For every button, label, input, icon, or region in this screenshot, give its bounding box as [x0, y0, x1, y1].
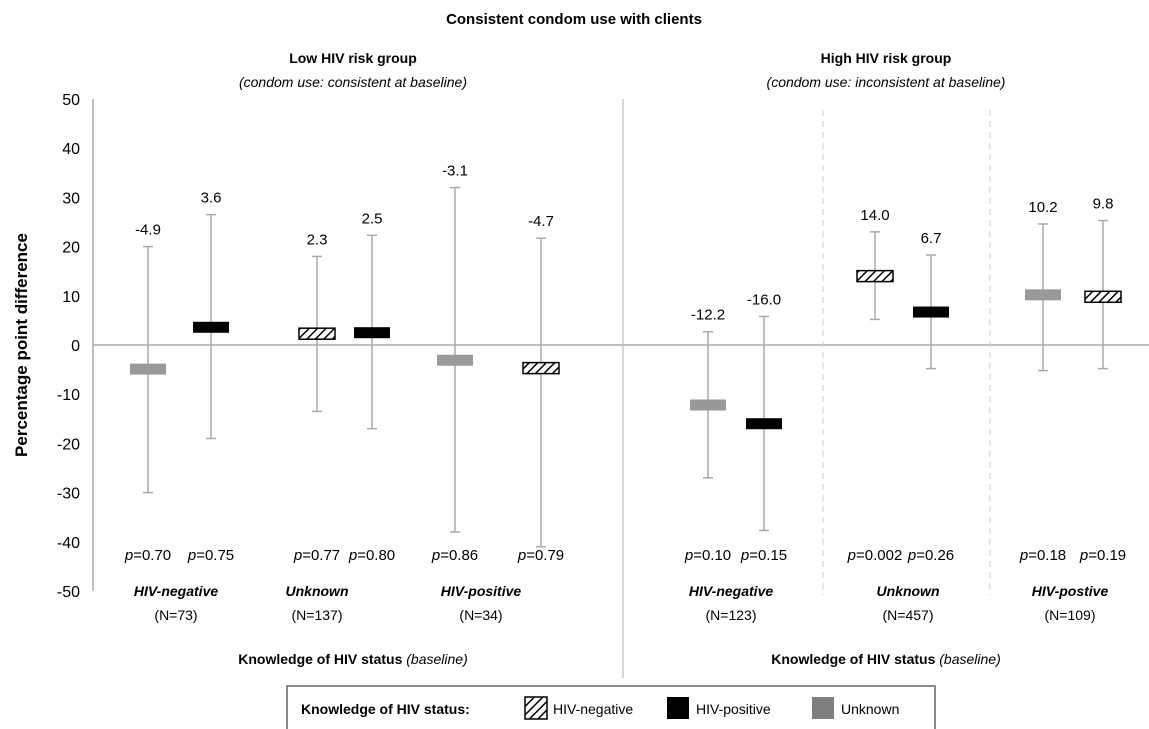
y-tick-label: -30	[57, 486, 80, 503]
category: HIV-postive (N=109) 10.2 p=0.18 9.8 p=0.19	[1019, 196, 1126, 623]
risk-group: Low HIV risk group (condom use: consisten…	[124, 50, 564, 667]
legend-label-hiv-negative: HIV-negative	[553, 701, 633, 717]
estimate-marker	[522, 361, 560, 375]
category-label: HIV-negative	[134, 583, 218, 599]
value-label: 10.2	[1028, 199, 1057, 216]
estimate-marker	[690, 399, 726, 411]
value-label: 2.3	[307, 231, 328, 248]
y-ticks: 50 40 30 20 10 0 -10 -20 -30 -40 -50	[57, 92, 80, 601]
y-tick-label: 30	[62, 190, 80, 207]
value-label: 3.6	[201, 190, 222, 207]
group-subtitle: (condom use: inconsistent at baseline)	[767, 74, 1006, 90]
category-label: HIV-postive	[1032, 583, 1109, 599]
p-value-label: p=0.15	[740, 547, 787, 564]
data-point: 3.6 p=0.75	[187, 190, 234, 564]
value-label: -4.7	[528, 213, 554, 230]
p-value-label: p=0.86	[431, 547, 478, 564]
p-value-label: p=0.80	[348, 547, 395, 564]
p-value-label: p=0.70	[124, 547, 171, 564]
value-label: -12.2	[691, 307, 725, 324]
risk-group: High HIV risk group (condom use: inconsis…	[684, 50, 1126, 667]
data-point: -4.7 p=0.79	[517, 213, 564, 564]
y-tick-label: -20	[57, 436, 80, 453]
legend-swatch-hiv-positive	[667, 697, 689, 719]
y-tick-label: -10	[57, 387, 80, 404]
data-point: 2.5 p=0.80	[348, 210, 395, 564]
data-point: -3.1 p=0.86	[431, 163, 478, 564]
category-label: Unknown	[877, 583, 940, 599]
category-n: (N=457)	[883, 607, 934, 623]
category: Unknown (N=457) 14.0 p=0.002 6.7 p=0.26	[847, 207, 954, 623]
p-value-label: p=0.79	[517, 547, 564, 564]
legend-swatch-hiv-negative	[524, 696, 548, 720]
legend-label-hiv-positive: HIV-positive	[696, 701, 771, 717]
y-tick-label: 0	[71, 338, 80, 355]
legend: Knowledge of HIV status: HIV-negative HI…	[286, 685, 936, 729]
chart-title: Consistent condom use with clients	[446, 11, 702, 28]
p-value-label: p=0.18	[1019, 547, 1066, 564]
y-axis-label: Percentage point difference	[12, 233, 31, 457]
estimate-marker	[913, 306, 949, 318]
estimate-marker	[1084, 290, 1122, 304]
data-point: 9.8 p=0.19	[1079, 196, 1126, 564]
y-tick-label: -50	[57, 584, 80, 601]
estimate-marker	[130, 363, 166, 375]
category-n: (N=73)	[154, 607, 197, 623]
category-n: (N=109)	[1045, 607, 1096, 623]
data-point: -4.9 p=0.70	[124, 222, 171, 564]
legend-label-unknown: Unknown	[841, 701, 899, 717]
legend-swatch-unknown	[812, 697, 834, 719]
value-label: 2.5	[362, 210, 383, 227]
category: Unknown (N=137) 2.3 p=0.77 2.5 p=0.80	[286, 210, 396, 623]
category-n: (N=34)	[459, 607, 502, 623]
category: HIV-negative (N=123) -12.2 p=0.10 -16.0 p=0.1…	[684, 291, 787, 623]
data-point: 2.3 p=0.77	[293, 231, 340, 564]
x-axis-label: Knowledge of HIV status (baseline)	[238, 651, 468, 667]
group-title: High HIV risk group	[821, 50, 952, 66]
estimate-marker	[437, 354, 473, 366]
axes	[92, 99, 1149, 678]
estimate-marker	[746, 418, 782, 430]
category-label: HIV-positive	[441, 583, 522, 599]
group-subtitle: (condom use: consistent at baseline)	[239, 74, 467, 90]
y-tick-label: 40	[62, 141, 80, 158]
category-n: (N=137)	[292, 607, 343, 623]
p-value-label: p=0.77	[293, 547, 340, 564]
p-value-label: p=0.10	[684, 547, 731, 564]
value-label: -16.0	[747, 291, 781, 308]
y-tick-label: 10	[62, 289, 80, 306]
data-point: 6.7 p=0.26	[907, 230, 954, 564]
y-tick-label: -40	[57, 535, 80, 552]
x-axis-label: Knowledge of HIV status (baseline)	[771, 651, 1001, 667]
p-value-label: p=0.19	[1079, 547, 1126, 564]
value-label: 6.7	[921, 230, 942, 247]
group-title: Low HIV risk group	[289, 50, 417, 66]
category-label: Unknown	[286, 583, 349, 599]
estimate-marker	[298, 327, 336, 340]
legend-title: Knowledge of HIV status:	[301, 701, 470, 717]
y-tick-label: 50	[62, 92, 80, 109]
estimate-marker	[354, 327, 390, 339]
p-value-label: p=0.75	[187, 547, 234, 564]
data-point: 10.2 p=0.18	[1019, 199, 1066, 564]
data-point: -12.2 p=0.10	[684, 307, 731, 564]
groups: Low HIV risk group (condom use: consisten…	[124, 50, 1126, 667]
value-label: 14.0	[860, 207, 889, 224]
y-tick-label: 20	[62, 240, 80, 257]
estimate-marker	[193, 321, 229, 333]
category-n: (N=123)	[706, 607, 757, 623]
value-label: 9.8	[1093, 196, 1114, 213]
p-value-label: p=0.26	[907, 547, 954, 564]
value-label: -3.1	[442, 163, 468, 180]
data-point: -16.0 p=0.15	[740, 291, 787, 564]
value-label: -4.9	[135, 222, 161, 239]
category: HIV-positive (N=34) -3.1 p=0.86 -4.7 p=0.79	[431, 163, 564, 623]
p-value-label: p=0.002	[847, 547, 903, 564]
data-point: 14.0 p=0.002	[847, 207, 903, 564]
category-label: HIV-negative	[689, 583, 773, 599]
estimate-marker	[1025, 289, 1061, 301]
category: HIV-negative (N=73) -4.9 p=0.70 3.6 p=0.75	[124, 190, 234, 623]
estimate-marker	[856, 269, 894, 283]
